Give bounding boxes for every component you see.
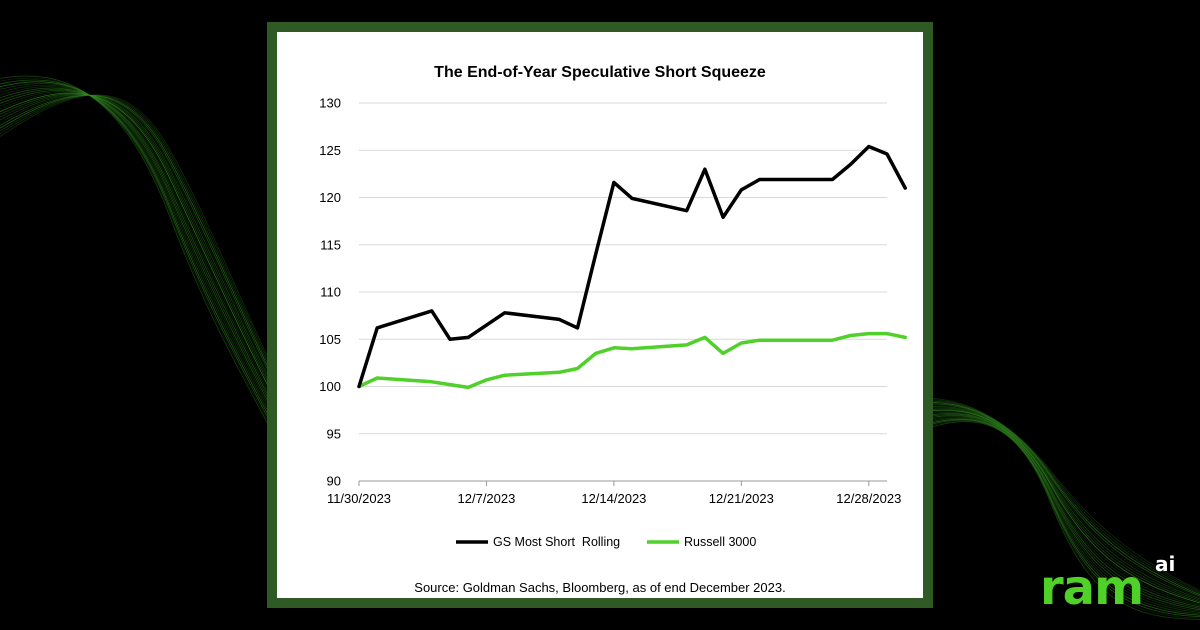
logo-superscript: ai bbox=[1155, 552, 1176, 576]
gridlines bbox=[359, 102, 887, 482]
y-tick-label: 115 bbox=[320, 237, 341, 252]
y-tick-label: 120 bbox=[319, 190, 341, 205]
line-chart: The End-of-Year Speculative Short Squeez… bbox=[319, 64, 907, 595]
x-tick-label: 12/28/2023 bbox=[836, 491, 901, 506]
series-line-gs-most-short bbox=[357, 144, 907, 389]
y-tick-label: 95 bbox=[327, 426, 341, 441]
legend-label-gs-most-short: GS Most Short Rolling bbox=[493, 535, 620, 549]
chart-title: The End-of-Year Speculative Short Squeez… bbox=[434, 64, 766, 81]
y-tick-label: 105 bbox=[319, 332, 341, 347]
logo-wordmark: ram bbox=[1040, 560, 1144, 616]
source-note: Source: Goldman Sachs, Bloomberg, as of … bbox=[414, 580, 785, 595]
x-tick-label: 11/30/2023 bbox=[327, 491, 391, 506]
x-tick-label: 12/14/2023 bbox=[581, 491, 646, 506]
x-tick-label: 12/21/2023 bbox=[709, 491, 774, 506]
x-axis-ticks: 11/30/2023 12/7/2023 12/14/2023 12/21/2023 1… bbox=[327, 481, 901, 506]
wave-strands-left bbox=[0, 75, 301, 488]
legend-label-russell-3000: Russell 3000 bbox=[684, 535, 756, 549]
y-tick-label: 110 bbox=[320, 285, 341, 300]
y-tick-label: 100 bbox=[319, 379, 341, 394]
y-axis-ticks: 90 95 100 105 110 115 120 125 130 bbox=[319, 96, 341, 489]
chart-frame: The End-of-Year Speculative Short Squeez… bbox=[267, 22, 933, 608]
ram-ai-logo: ram ai bbox=[1040, 554, 1190, 616]
wave-strands-right bbox=[899, 397, 1200, 620]
y-tick-label: 90 bbox=[327, 474, 341, 489]
legend: GS Most Short Rolling Russell 3000 bbox=[456, 535, 756, 549]
x-tick-label: 12/7/2023 bbox=[458, 491, 516, 506]
series-lines bbox=[357, 144, 907, 390]
chart-panel: The End-of-Year Speculative Short Squeez… bbox=[277, 32, 923, 598]
y-tick-label: 130 bbox=[319, 96, 341, 111]
y-tick-label: 125 bbox=[319, 143, 341, 158]
series-line-russell-3000 bbox=[357, 331, 907, 390]
